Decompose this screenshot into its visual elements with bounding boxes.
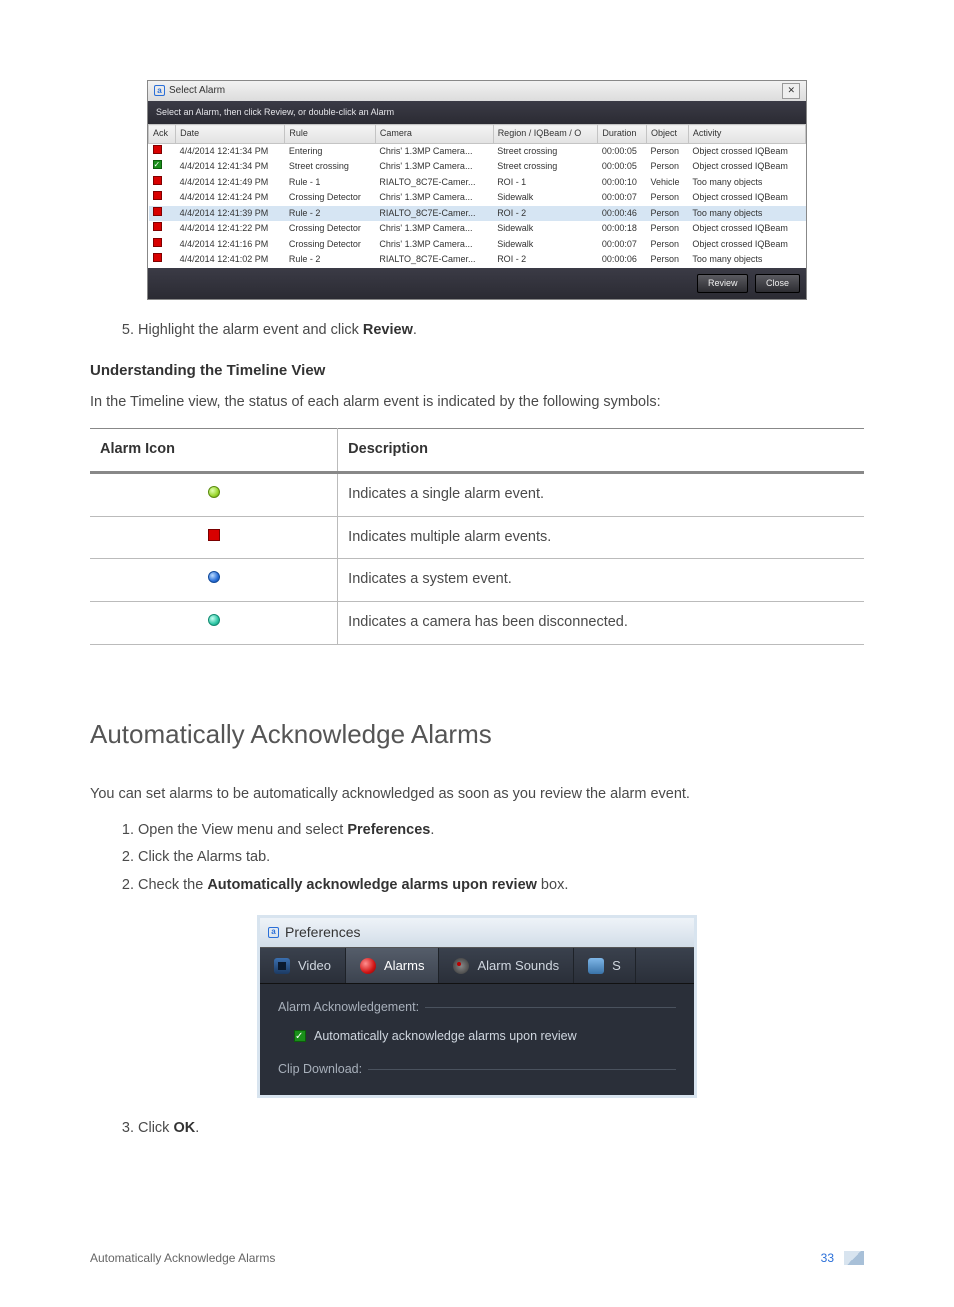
table-row[interactable]: 4/4/2014 12:41:34 PMStreet crossingChris…: [149, 159, 806, 175]
app-icon: a: [268, 927, 279, 938]
icon-row: Indicates a camera has been disconnected…: [90, 602, 864, 645]
alarm-col[interactable]: Date: [176, 125, 285, 144]
step-5: Highlight the alarm event and click Revi…: [138, 320, 864, 342]
tab-alarm-sounds[interactable]: Alarm Sounds: [439, 948, 574, 984]
timeline-paragraph: In the Timeline view, the status of each…: [90, 392, 864, 414]
page-number: 33: [821, 1249, 834, 1267]
table-row[interactable]: 4/4/2014 12:41:02 PMRule - 2RIALTO_8C7E-…: [149, 252, 806, 268]
alarm-col[interactable]: Region / IQBeam / O: [493, 125, 598, 144]
auto-ack-checkbox[interactable]: Automatically acknowledge alarms upon re…: [278, 1025, 676, 1060]
step-3: Check the Automatically acknowledge alar…: [138, 875, 864, 897]
step-4: Click OK.: [138, 1118, 864, 1140]
table-row[interactable]: 4/4/2014 12:41:49 PMRule - 1RIALTO_8C7E-…: [149, 175, 806, 191]
alarm-col[interactable]: Object: [647, 125, 689, 144]
table-row[interactable]: 4/4/2014 12:41:34 PMEnteringChris' 1.3MP…: [149, 143, 806, 159]
ack-unacked-icon: [153, 191, 162, 200]
ack-checked-icon: [153, 160, 162, 169]
ack-unacked-icon: [153, 222, 162, 231]
col-description: Description: [338, 429, 864, 473]
prefs-titlebar: a Preferences: [260, 918, 694, 947]
icon-row: Indicates a system event.: [90, 559, 864, 602]
alarm-col[interactable]: Ack: [149, 125, 176, 144]
tab-video[interactable]: Video: [260, 948, 346, 984]
alarm-col[interactable]: Activity: [688, 125, 805, 144]
blue-circle-icon: [208, 571, 220, 583]
ack-unacked-icon: [153, 145, 162, 154]
select-alarm-dialog: a Select Alarm ✕ Select an Alarm, then c…: [147, 80, 807, 300]
alarm-header-row: AckDateRuleCameraRegion / IQBeam / ODura…: [149, 125, 806, 144]
step-2: Click the Alarms tab.: [138, 847, 864, 869]
alarm-table: AckDateRuleCameraRegion / IQBeam / ODura…: [148, 124, 806, 268]
alarm-col[interactable]: Camera: [375, 125, 493, 144]
checkbox-checked-icon: [294, 1030, 306, 1042]
corner-decoration: [844, 1251, 864, 1265]
icon-row: Indicates multiple alarm events.: [90, 516, 864, 559]
page-footer: Automatically Acknowledge Alarms 33: [90, 1249, 864, 1267]
teal-circle-icon: [208, 614, 220, 626]
prefs-title: Preferences: [285, 922, 360, 943]
footer-title: Automatically Acknowledge Alarms: [90, 1249, 275, 1267]
green-circle-icon: [208, 486, 220, 498]
ack-unacked-icon: [153, 207, 162, 216]
tab-alarms[interactable]: Alarms: [346, 948, 439, 984]
step-1: Open the View menu and select Preference…: [138, 820, 864, 842]
ack-unacked-icon: [153, 253, 162, 262]
ack-unacked-icon: [153, 238, 162, 247]
table-row[interactable]: 4/4/2014 12:41:22 PMCrossing DetectorChr…: [149, 221, 806, 237]
sound-icon: [453, 958, 469, 974]
ack-unacked-icon: [153, 176, 162, 185]
section-title: Automatically Acknowledge Alarms: [90, 715, 864, 754]
close-icon[interactable]: ✕: [782, 83, 800, 99]
alarm-icon: [360, 958, 376, 974]
icon-description-table: Alarm Icon Description Indicates a singl…: [90, 428, 864, 645]
review-button[interactable]: Review: [697, 274, 749, 294]
alarm-col[interactable]: Duration: [598, 125, 647, 144]
prefs-tabs: Video Alarms Alarm Sounds S: [260, 947, 694, 985]
table-row[interactable]: 4/4/2014 12:41:16 PMCrossing DetectorChr…: [149, 237, 806, 253]
fieldset-clip: Clip Download:: [278, 1060, 676, 1079]
dialog-title: Select Alarm: [169, 83, 225, 98]
preferences-dialog: a Preferences Video Alarms Alarm Sounds …: [257, 915, 697, 1098]
table-row[interactable]: 4/4/2014 12:41:24 PMCrossing DetectorChr…: [149, 190, 806, 206]
dialog-titlebar: a Select Alarm ✕: [148, 81, 806, 101]
icon-row: Indicates a single alarm event.: [90, 472, 864, 516]
dialog-instruction: Select an Alarm, then click Review, or d…: [148, 101, 806, 125]
fieldset-ack: Alarm Acknowledgement:: [278, 998, 676, 1017]
dialog-footer: Review Close: [148, 268, 806, 300]
col-alarm-icon: Alarm Icon: [90, 429, 338, 473]
table-row[interactable]: 4/4/2014 12:41:39 PMRule - 2RIALTO_8C7E-…: [149, 206, 806, 222]
section-paragraph: You can set alarms to be automatically a…: [90, 784, 864, 806]
red-square-icon: [208, 529, 220, 541]
tab-s[interactable]: S: [574, 948, 636, 984]
video-icon: [274, 958, 290, 974]
s-icon: [588, 958, 604, 974]
alarm-col[interactable]: Rule: [285, 125, 376, 144]
close-button[interactable]: Close: [755, 274, 800, 294]
app-icon: a: [154, 85, 165, 96]
subheading-timeline: Understanding the Timeline View: [90, 360, 864, 383]
